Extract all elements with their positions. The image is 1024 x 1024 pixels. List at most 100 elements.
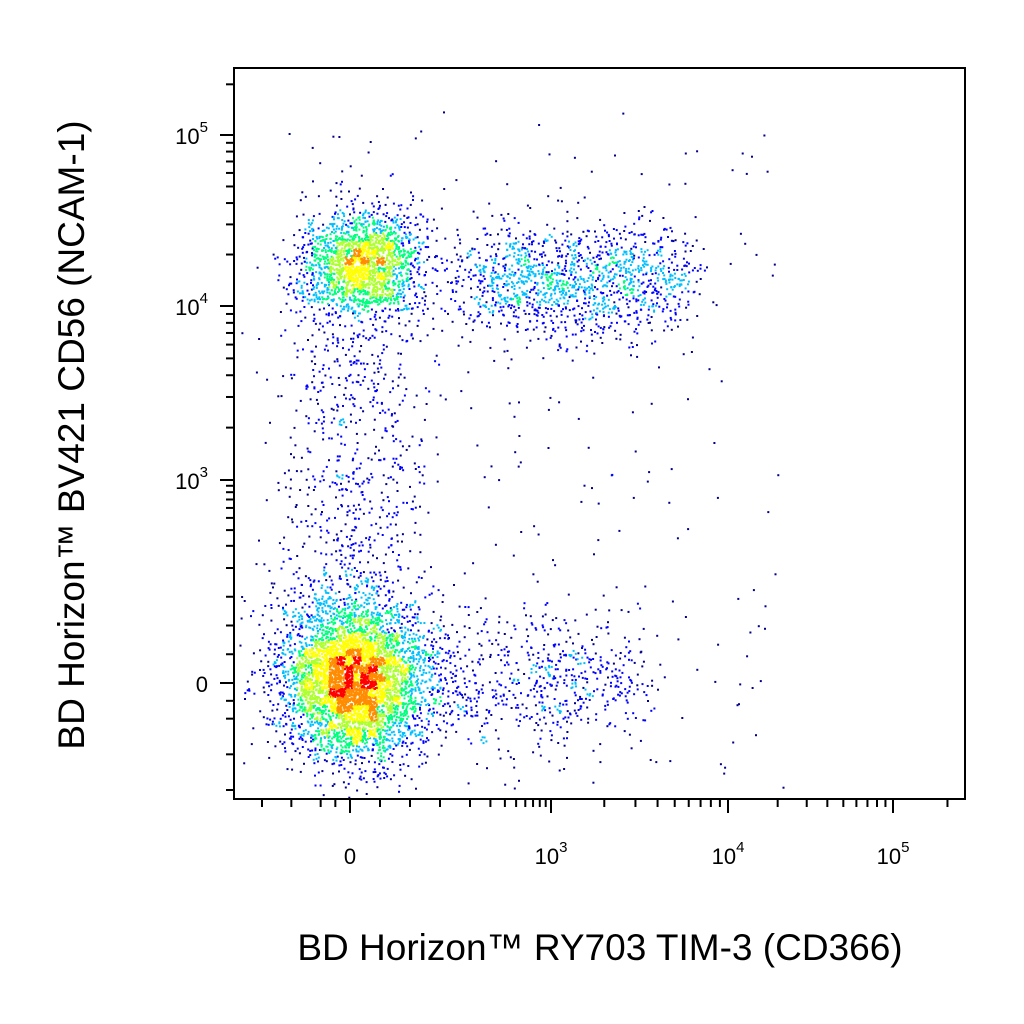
event-point: [327, 636, 329, 639]
event-point: [354, 682, 357, 685]
event-point: [262, 686, 265, 689]
event-point: [329, 586, 332, 589]
event-point: [397, 742, 400, 745]
event-point: [310, 583, 312, 586]
event-point: [366, 656, 369, 659]
event-point: [376, 590, 379, 593]
event-point: [307, 710, 309, 713]
event-point: [353, 692, 356, 695]
event-point: [306, 732, 309, 735]
event-point: [417, 686, 420, 689]
event-point: [352, 743, 355, 746]
event-point: [399, 701, 402, 704]
event-point: [338, 663, 341, 666]
event-point: [332, 743, 335, 746]
event-point: [340, 744, 343, 747]
event-point: [385, 644, 388, 647]
event-point: [297, 732, 300, 735]
event-point: [349, 647, 352, 650]
event-point: [381, 664, 383, 667]
event-point: [386, 729, 389, 732]
event-point: [262, 675, 265, 677]
event-point: [391, 721, 394, 724]
event-point: [370, 611, 373, 614]
event-point: [296, 620, 299, 623]
event-point: [397, 670, 400, 673]
event-point: [376, 680, 379, 683]
event-point: [368, 664, 370, 667]
event-point: [326, 641, 329, 644]
event-point: [381, 657, 384, 660]
event-point: [371, 680, 374, 683]
event-point: [311, 655, 314, 658]
event-point: [335, 701, 338, 704]
event-point: [299, 736, 302, 739]
event-point: [314, 653, 317, 656]
event-point: [423, 570, 426, 573]
event-point: [342, 740, 345, 742]
event-point: [293, 717, 295, 720]
event-point: [398, 683, 401, 686]
event-point: [369, 671, 372, 674]
event-point: [352, 709, 355, 712]
event-point: [273, 665, 276, 668]
event-point: [348, 743, 351, 746]
event-point: [344, 786, 347, 789]
event-point: [370, 725, 373, 728]
event-point: [406, 745, 409, 748]
event-point: [410, 646, 413, 649]
event-point: [391, 660, 394, 663]
event-point: [359, 635, 362, 638]
event-point: [348, 716, 351, 719]
event-point: [322, 667, 325, 670]
event-point: [304, 575, 307, 578]
event-point: [403, 674, 406, 676]
event-point: [395, 640, 398, 643]
event-point: [348, 699, 351, 702]
event-point: [341, 627, 344, 630]
event-point: [320, 646, 323, 649]
event-point: [326, 693, 329, 696]
event-point: [292, 743, 295, 746]
event-point: [381, 741, 384, 744]
event-point: [339, 713, 342, 716]
event-point: [365, 232, 368, 235]
event-point: [322, 634, 325, 637]
event-point: [309, 620, 311, 623]
event-point: [331, 628, 334, 631]
event-point: [331, 686, 334, 689]
event-point: [375, 619, 378, 622]
event-point: [325, 656, 328, 659]
event-point: [364, 723, 367, 726]
event-point: [317, 760, 319, 763]
event-point: [304, 659, 307, 662]
event-point: [388, 635, 391, 638]
event-point: [313, 668, 316, 671]
event-point: [359, 626, 362, 628]
event-point: [355, 739, 358, 742]
event-point: [433, 711, 435, 714]
event-point: [370, 647, 373, 650]
event-point: [436, 689, 439, 692]
event-point: [383, 749, 386, 752]
event-point: [331, 695, 334, 698]
event-point: [388, 598, 391, 601]
event-point: [334, 644, 337, 647]
event-point: [275, 643, 278, 646]
event-point: [370, 641, 373, 644]
event-point: [381, 698, 384, 701]
event-point: [342, 759, 345, 761]
event-point: [287, 640, 290, 643]
event-point: [320, 731, 323, 734]
event-point: [274, 643, 277, 646]
event-point: [370, 619, 373, 621]
event-point: [289, 657, 292, 660]
event-point: [281, 696, 284, 699]
event-point: [347, 640, 349, 643]
event-point: [351, 772, 354, 775]
event-point: [281, 662, 284, 665]
event-point: [326, 622, 329, 625]
event-point: [395, 716, 398, 719]
event-point: [341, 690, 343, 693]
event-point: [347, 709, 350, 711]
